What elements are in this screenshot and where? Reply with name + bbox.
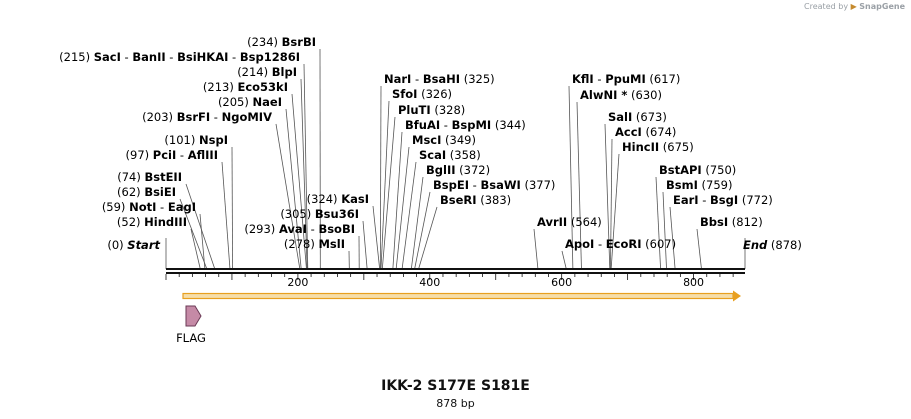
cut-site-leader xyxy=(414,191,431,270)
orf-arrow xyxy=(182,290,741,302)
enzyme-label: AvrII (564) xyxy=(537,215,602,229)
enzyme-label: BsmI (759) xyxy=(666,178,732,192)
enzyme-label: (62) BsiEI xyxy=(117,185,176,199)
enzyme-label: NarI - BsaHI (325) xyxy=(384,72,495,86)
enzyme-label: (213) Eco53kI xyxy=(203,80,288,94)
cut-site-leader xyxy=(303,63,309,270)
ruler-tick-label: 200 xyxy=(287,276,308,289)
cut-site-leader xyxy=(669,206,676,270)
enzyme-label: BbsI (812) xyxy=(700,215,763,229)
cut-site-leader xyxy=(381,116,396,270)
cut-site-leader xyxy=(231,146,234,270)
cut-site-leader xyxy=(372,205,381,270)
enzyme-label: (203) BsrFI - NgoMIV xyxy=(142,110,272,124)
cut-site-leader xyxy=(561,250,567,270)
cut-site-leader xyxy=(179,198,208,270)
enzyme-label: PluTI (328) xyxy=(398,103,465,117)
cut-site-leader xyxy=(300,78,308,270)
cut-site-leader xyxy=(610,138,613,270)
enzyme-label: (234) BsrBI xyxy=(247,35,316,49)
enzyme-label: BspEI - BsaWI (377) xyxy=(433,178,555,192)
cut-site-leader xyxy=(655,176,661,270)
ruler-tick-label: 600 xyxy=(551,276,572,289)
enzyme-label: BglII (372) xyxy=(426,163,490,177)
enzyme-label: (101) NspI xyxy=(164,133,228,147)
snapgene-logo-icon: ▶ xyxy=(850,2,857,11)
enzyme-label: ScaI (358) xyxy=(419,148,481,162)
cut-site-leader xyxy=(291,93,307,270)
cut-site-leader xyxy=(533,228,539,270)
cut-site-leader xyxy=(380,100,390,270)
cut-site-leader xyxy=(190,228,201,270)
enzyme-label: (52) HindIII xyxy=(117,215,187,229)
enzyme-label: BfuAI - BspMI (344) xyxy=(405,118,526,132)
cut-site-leader xyxy=(576,101,582,270)
enzyme-label: SfoI (326) xyxy=(392,87,452,101)
enzyme-label: (59) NotI - EagI xyxy=(102,200,196,214)
cut-site-leader xyxy=(662,191,667,270)
cut-site-leader xyxy=(362,220,368,270)
credit-prefix: Created by xyxy=(804,2,849,11)
cut-site-leader xyxy=(285,108,302,270)
cut-site-leader xyxy=(696,228,702,270)
cut-site-leader xyxy=(275,123,301,270)
enzyme-label: BseRI (383) xyxy=(440,193,511,207)
enzyme-label: (278) MslI xyxy=(284,237,345,251)
flag-feature-label: FLAG xyxy=(176,331,206,345)
cut-site-leader xyxy=(401,161,417,270)
enzyme-label: AccI (674) xyxy=(615,125,676,139)
enzyme-label: (324) KasI xyxy=(307,192,369,206)
enzyme-label: HincII (675) xyxy=(622,140,694,154)
enzyme-label: (0) Start xyxy=(107,238,160,252)
ruler-tick-label: 800 xyxy=(683,276,704,289)
cut-site-leader xyxy=(199,213,206,270)
cut-site-leader xyxy=(410,176,424,270)
enzyme-label: KflI - PpuMI (617) xyxy=(572,72,680,86)
enzyme-label: (293) AvaI - BsoBI xyxy=(244,222,355,236)
cut-site-leader xyxy=(395,146,410,270)
enzyme-label: (205) NaeI xyxy=(218,95,282,109)
enzyme-label: BstAPI (750) xyxy=(659,163,736,177)
credit-brand: SnapGene xyxy=(859,2,905,11)
flag-feature xyxy=(185,305,202,327)
enzyme-label: (97) PciI - AflIII xyxy=(126,148,218,162)
cut-site-leader xyxy=(418,206,438,270)
enzyme-label: End (878) xyxy=(743,238,802,252)
enzyme-label: (74) BstEII xyxy=(117,170,182,184)
enzyme-label: AlwNI * (630) xyxy=(580,88,662,102)
ruler-ticks: 200 400 600 800 xyxy=(165,274,734,289)
enzyme-label: (214) BlpI xyxy=(237,65,297,79)
enzyme-label: ApoI - EcoRI (607) xyxy=(565,237,676,251)
enzyme-label: MscI (349) xyxy=(412,133,476,147)
cut-site-leader xyxy=(610,153,620,270)
cut-site-leader xyxy=(568,85,574,270)
cut-site-leaders xyxy=(165,48,746,270)
cut-site-leader xyxy=(185,183,216,270)
enzyme-label: (215) SacI - BanII - BsiHKAI - Bsp1286I xyxy=(59,50,300,64)
construct-length: 878 bp xyxy=(436,397,475,410)
cut-site-leader xyxy=(604,123,611,270)
snapgene-credit: Created by ▶ SnapGene xyxy=(804,2,905,11)
enzyme-label: SalI (673) xyxy=(608,110,667,124)
enzyme-labels: (0) Start (52) HindIII(59) NotI - EagI(62… xyxy=(59,35,802,252)
cut-site-leader xyxy=(379,85,382,270)
cut-site-leader xyxy=(221,161,231,270)
construct-title: IKK-2 S177E S181E xyxy=(381,378,530,394)
ruler-tick-label: 400 xyxy=(419,276,440,289)
enzyme-label: (305) Bsu36I xyxy=(280,207,359,221)
cut-site-leader xyxy=(392,131,403,270)
enzyme-label: EarI - BsgI (772) xyxy=(673,193,773,207)
